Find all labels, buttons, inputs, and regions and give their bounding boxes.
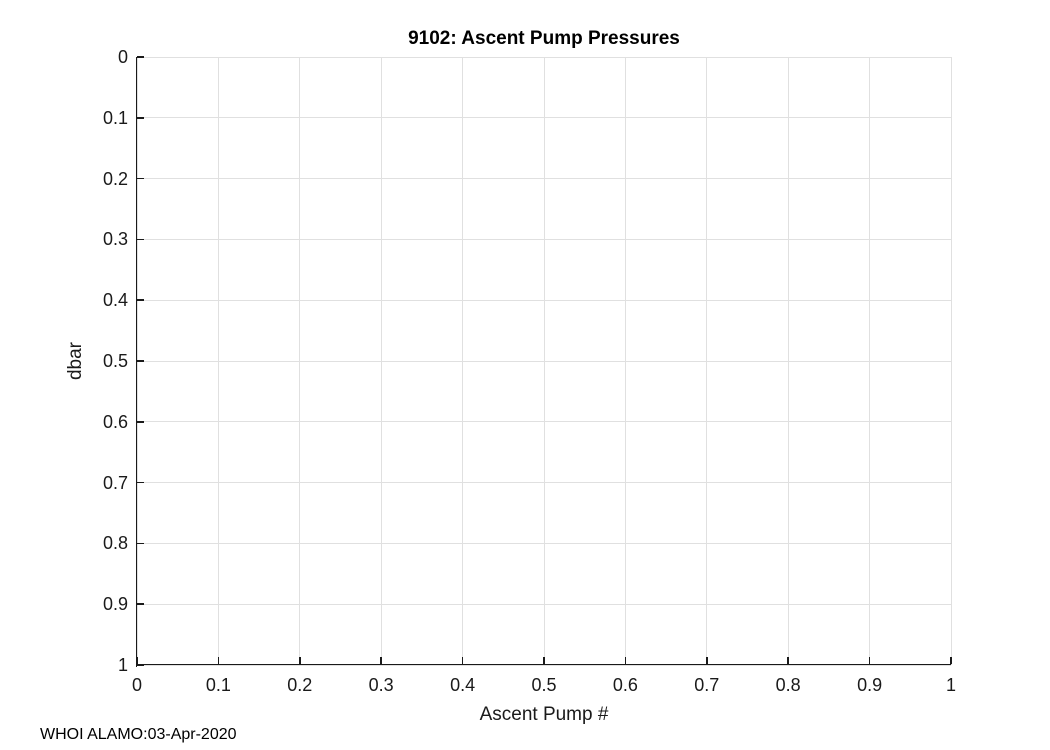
x-axis-label: Ascent Pump # [479, 704, 609, 725]
x-tick-mark [299, 657, 301, 664]
y-gridline [137, 482, 951, 484]
y-tick-mark [137, 177, 144, 180]
y-tick-label: 0.1 [102, 107, 128, 128]
y-gridline [137, 299, 951, 301]
footer-annotation: WHOI ALAMO:03-Apr-2020 [40, 726, 237, 743]
x-tick-label: 0.6 [612, 675, 638, 695]
y-gridline [137, 56, 951, 58]
x-tick-label: 0.5 [531, 675, 557, 695]
y-tick-label: 0.5 [102, 351, 128, 371]
x-gridline [950, 57, 952, 665]
y-tick-label: 0.7 [102, 472, 128, 493]
y-gridline [137, 360, 951, 362]
y-axis-line [135, 57, 137, 667]
x-tick-mark [706, 657, 708, 664]
x-tick-mark [950, 657, 952, 664]
x-axis-line [135, 663, 951, 665]
y-gridline [137, 542, 951, 544]
y-tick-mark [137, 299, 144, 301]
x-tick-label: 0 [131, 675, 142, 695]
y-tick-label: 0 [117, 47, 128, 67]
x-tick-mark [868, 657, 871, 664]
y-tick-mark [137, 238, 144, 241]
y-tick-mark [137, 56, 144, 58]
y-tick-label: 0.2 [102, 168, 128, 189]
x-tick-label: 1 [945, 675, 956, 695]
y-gridline [137, 178, 951, 180]
y-gridline [137, 238, 951, 240]
y-axis-label: dbar [65, 341, 86, 381]
x-tick-mark [461, 657, 464, 664]
x-tick-mark [380, 657, 382, 664]
y-tick-label: 1 [117, 655, 128, 675]
y-gridline [137, 603, 951, 605]
x-tick-mark [217, 657, 220, 664]
x-tick-label: 0.7 [694, 675, 720, 695]
plot-area [136, 56, 952, 666]
x-tick-label: 0.4 [450, 675, 476, 695]
y-tick-label: 0.6 [102, 411, 128, 432]
y-tick-mark [137, 664, 144, 666]
y-tick-label: 0.4 [102, 290, 128, 311]
y-gridline [137, 664, 951, 666]
x-tick-mark [624, 657, 627, 664]
x-tick-label: 0.8 [775, 675, 801, 695]
y-tick-mark [137, 542, 144, 545]
x-tick-mark [136, 657, 138, 664]
y-tick-label: 0.3 [102, 229, 128, 250]
y-tick-label: 0.8 [102, 533, 128, 554]
y-tick-label: 0.9 [102, 594, 128, 615]
y-tick-mark [137, 421, 144, 423]
y-gridline [137, 117, 951, 119]
y-tick-mark [137, 360, 144, 362]
x-tick-mark [787, 657, 789, 664]
x-tick-label: 0.1 [205, 675, 231, 695]
chart-title: 9102: Ascent Pump Pressures [408, 28, 680, 49]
y-tick-mark [137, 481, 144, 484]
x-tick-label: 0.9 [857, 675, 883, 695]
y-tick-mark [137, 603, 144, 605]
y-gridline [137, 421, 951, 423]
x-tick-label: 0.2 [287, 675, 313, 695]
x-tick-mark [543, 657, 545, 664]
y-tick-mark [137, 117, 144, 119]
x-tick-label: 0.3 [368, 675, 394, 695]
